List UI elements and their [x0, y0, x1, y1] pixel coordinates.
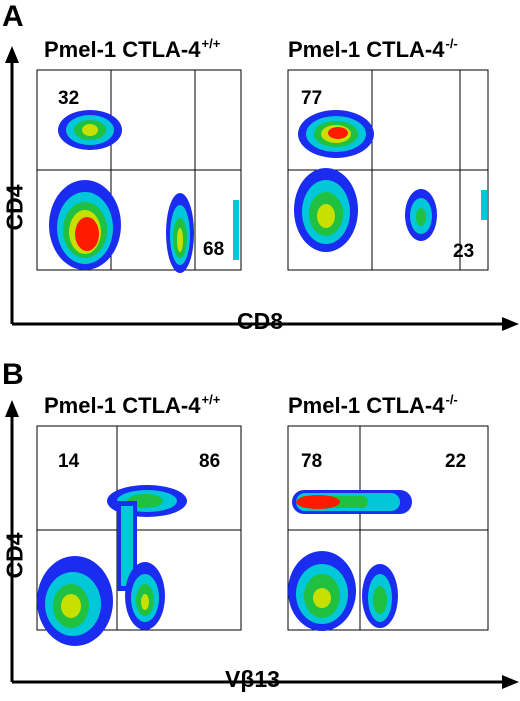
quadrant-value-upper-right: 22: [445, 451, 467, 472]
panel-letter-b: B: [2, 358, 24, 391]
plot-title-text: Pmel-1 CTLA-4: [44, 37, 201, 62]
plot-title-text: Pmel-1 CTLA-4: [288, 37, 445, 62]
quadrant-value-upper-left: 78: [301, 451, 323, 472]
quadrant-value-lower-right: 23: [453, 241, 475, 262]
quadrant-value-upper-right: 86: [199, 451, 221, 472]
panel-letter-a: A: [2, 0, 24, 33]
density-plot-a2: [287, 69, 489, 271]
quadrant-value-upper-left: 14: [58, 451, 80, 472]
genotype-superscript: +/+: [201, 36, 221, 51]
genotype-superscript: -/-: [445, 392, 458, 407]
quadrant-value-upper-left: 77: [301, 88, 323, 109]
plot-title-text: Pmel-1 CTLA-4: [288, 393, 445, 418]
plot-title-a1: Pmel-1 CTLA-4+/+: [44, 37, 220, 61]
genotype-superscript: -/-: [445, 36, 458, 51]
density-plot-a1: [36, 69, 242, 273]
density-plot-b2: [287, 425, 489, 631]
plot-title-a2: Pmel-1 CTLA-4-/-: [288, 37, 458, 61]
plot-title-b1: Pmel-1 CTLA-4+/+: [44, 393, 220, 417]
panel-a-axes: [5, 46, 519, 331]
quadrant-value-lower-right: 68: [203, 239, 225, 260]
plot-title-text: Pmel-1 CTLA-4: [44, 393, 201, 418]
x-axis-label-a: CD8: [237, 308, 284, 334]
y-axis-label-b: CD4: [1, 532, 28, 579]
plot-title-b2: Pmel-1 CTLA-4-/-: [288, 393, 458, 417]
x-axis-label-b: Vβ13: [225, 666, 280, 692]
genotype-superscript: +/+: [201, 392, 221, 407]
quadrant-value-upper-left: 32: [58, 88, 80, 109]
density-plot-b1: [36, 425, 242, 646]
